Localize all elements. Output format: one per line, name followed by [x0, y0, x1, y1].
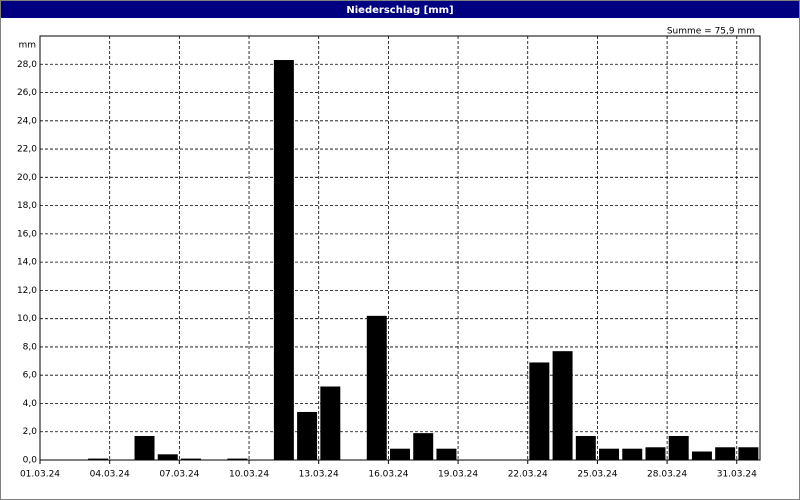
- y-tick-label: 4,0: [23, 399, 38, 409]
- y-tick-label: 26,0: [17, 88, 37, 98]
- y-tick-label: 14,0: [17, 258, 37, 268]
- y-unit: mm: [18, 41, 36, 51]
- x-tick-label: 01.03.24: [20, 470, 60, 480]
- x-tick-label: 19.03.24: [438, 470, 478, 480]
- bar: [180, 458, 201, 460]
- y-tick-label: 0,0: [23, 456, 38, 466]
- bar: [599, 448, 620, 460]
- bar: [157, 454, 178, 460]
- bar: [366, 315, 387, 460]
- bar: [134, 435, 155, 460]
- bar: [622, 448, 643, 460]
- y-tick-label: 2,0: [23, 427, 38, 437]
- y-tick-label: 28,0: [17, 60, 37, 70]
- bar: [645, 447, 666, 460]
- y-tick-label: 22,0: [17, 145, 37, 155]
- bar: [738, 447, 759, 460]
- x-tick-label: 28.03.24: [647, 470, 687, 480]
- plot-area: [39, 35, 761, 461]
- bar: [436, 448, 457, 460]
- title-bar: [1, 1, 799, 18]
- bar: [320, 386, 341, 460]
- bar: [227, 458, 248, 460]
- bar: [390, 448, 410, 460]
- x-tick-label: 13.03.24: [299, 470, 339, 480]
- y-tick-label: 12,0: [17, 286, 37, 296]
- bar: [552, 351, 573, 460]
- bar: [273, 60, 294, 460]
- chart-title: Niederschlag [mm]: [346, 5, 453, 16]
- sum-annotation: Summe = 75,9 mm: [667, 27, 755, 37]
- y-tick-label: 18,0: [17, 201, 37, 211]
- y-tick-label: 20,0: [17, 173, 37, 183]
- x-tick-label: 16.03.24: [368, 470, 408, 480]
- y-tick-label: 10,0: [17, 314, 37, 324]
- y-tick-label: 24,0: [17, 116, 37, 126]
- bar: [529, 362, 550, 460]
- y-tick-label: 16,0: [17, 229, 37, 239]
- x-tick-label: 04.03.24: [90, 470, 130, 480]
- x-tick-label: 22.03.24: [508, 470, 548, 480]
- plot-border: [39, 35, 761, 461]
- x-tick-label: 25.03.24: [577, 470, 617, 480]
- x-tick-label: 07.03.24: [159, 470, 199, 480]
- bar: [413, 433, 434, 460]
- bar: [691, 451, 712, 460]
- bar: [715, 447, 736, 460]
- x-tick-label: 31.03.24: [717, 470, 757, 480]
- bar: [297, 411, 318, 460]
- x-tick-label: 10.03.24: [229, 470, 269, 480]
- bar: [88, 458, 109, 460]
- bar: [668, 435, 689, 460]
- bar: [575, 435, 596, 460]
- y-tick-label: 6,0: [23, 371, 38, 381]
- y-tick-label: 8,0: [23, 342, 38, 352]
